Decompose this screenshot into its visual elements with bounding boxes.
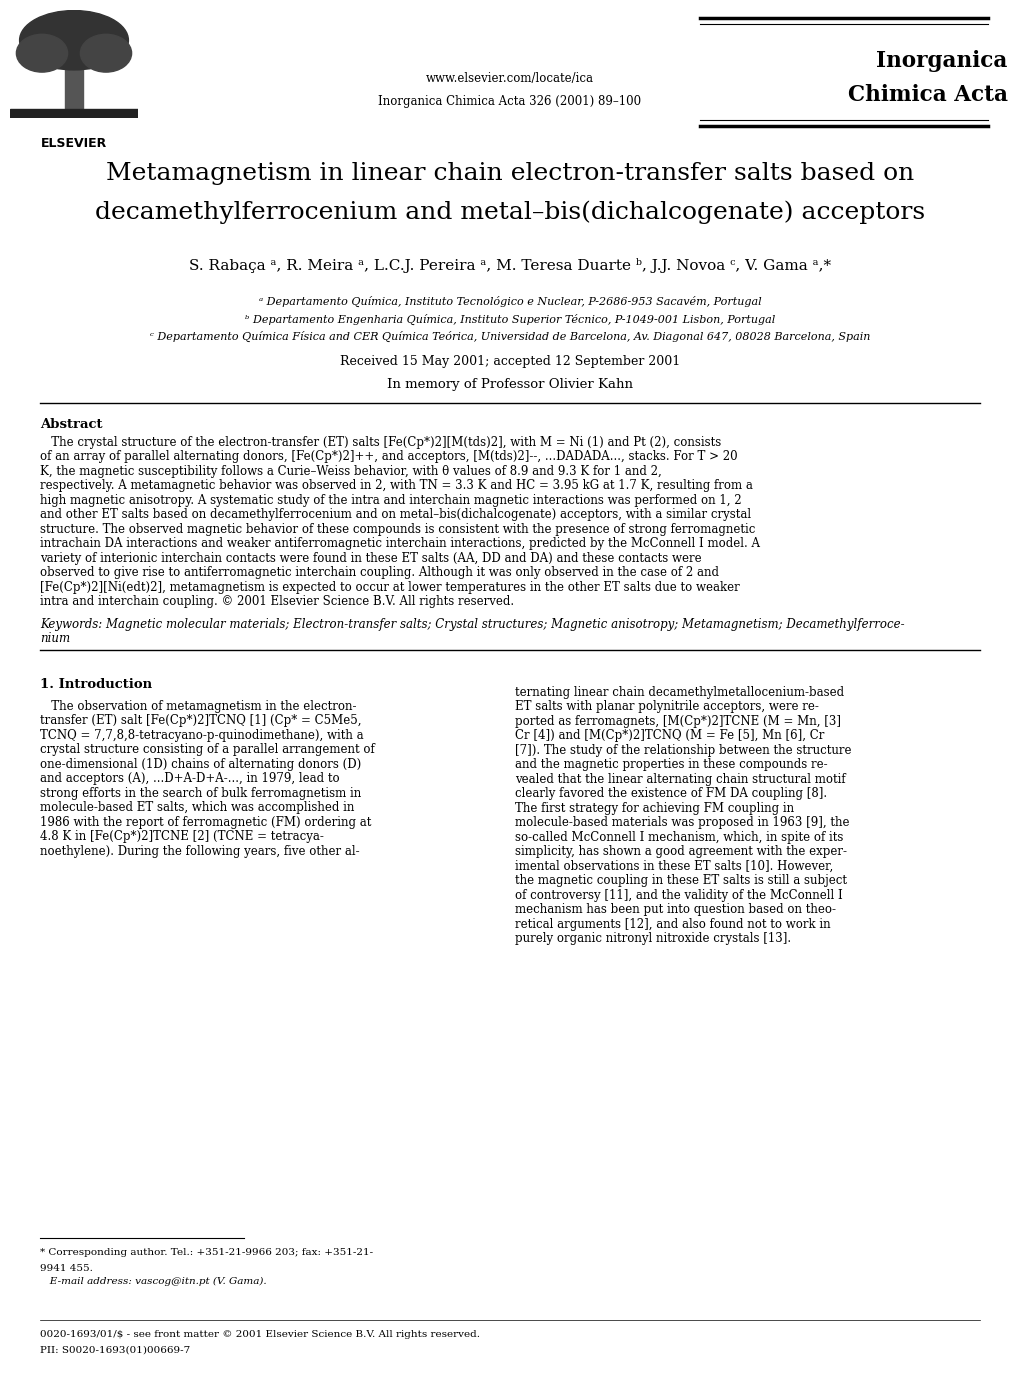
- Text: intra and interchain coupling. © 2001 Elsevier Science B.V. All rights reserved.: intra and interchain coupling. © 2001 El…: [40, 596, 514, 608]
- Text: The crystal structure of the electron-transfer (ET) salts [Fe(Cp*)2][M(tds)2], w: The crystal structure of the electron-tr…: [40, 436, 720, 449]
- Text: noethylene). During the following years, five other al-: noethylene). During the following years,…: [40, 845, 359, 858]
- Bar: [65, 69, 83, 118]
- Text: ET salts with planar polynitrile acceptors, were re-: ET salts with planar polynitrile accepto…: [515, 700, 818, 714]
- Text: molecule-based ET salts, which was accomplished in: molecule-based ET salts, which was accom…: [40, 801, 354, 814]
- Text: * Corresponding author. Tel.: +351-21-9966 203; fax: +351-21-: * Corresponding author. Tel.: +351-21-99…: [40, 1247, 373, 1257]
- Text: purely organic nitronyl nitroxide crystals [13].: purely organic nitronyl nitroxide crysta…: [515, 932, 791, 946]
- Text: In memory of Professor Olivier Kahn: In memory of Professor Olivier Kahn: [386, 378, 633, 390]
- Text: imental observations in these ET salts [10]. However,: imental observations in these ET salts […: [515, 860, 833, 874]
- Text: 4.8 K in [Fe(Cp*)2]TCNE [2] (TCNE = tetracya-: 4.8 K in [Fe(Cp*)2]TCNE [2] (TCNE = tetr…: [40, 831, 323, 843]
- Text: observed to give rise to antiferromagnetic interchain coupling. Although it was : observed to give rise to antiferromagnet…: [40, 567, 718, 579]
- Ellipse shape: [81, 35, 131, 72]
- Ellipse shape: [16, 35, 67, 72]
- Text: so-called McConnell I mechanism, which, in spite of its: so-called McConnell I mechanism, which, …: [515, 831, 843, 845]
- Text: ternating linear chain decamethylmetallocenium-based: ternating linear chain decamethylmetallo…: [515, 686, 844, 699]
- Text: simplicity, has shown a good agreement with the exper-: simplicity, has shown a good agreement w…: [515, 846, 846, 858]
- Text: molecule-based materials was proposed in 1963 [9], the: molecule-based materials was proposed in…: [515, 817, 849, 829]
- Text: [Fe(Cp*)2][Ni(edt)2], metamagnetism is expected to occur at lower temperatures i: [Fe(Cp*)2][Ni(edt)2], metamagnetism is e…: [40, 581, 739, 594]
- Text: E-mail address: vascog@itn.pt (V. Gama).: E-mail address: vascog@itn.pt (V. Gama).: [40, 1276, 266, 1286]
- Text: mechanism has been put into question based on theo-: mechanism has been put into question bas…: [515, 903, 836, 917]
- Text: Metamagnetism in linear chain electron-transfer salts based on: Metamagnetism in linear chain electron-t…: [106, 163, 913, 185]
- Text: TCNQ = 7,7,8,8-tetracyano-p-quinodimethane), with a: TCNQ = 7,7,8,8-tetracyano-p-quinodimetha…: [40, 729, 363, 742]
- Ellipse shape: [19, 11, 128, 69]
- Text: high magnetic anisotropy. A systematic study of the intra and interchain magneti: high magnetic anisotropy. A systematic s…: [40, 494, 741, 507]
- Text: respectively. A metamagnetic behavior was observed in 2, with TN = 3.3 K and HC : respectively. A metamagnetic behavior wa…: [40, 479, 752, 493]
- Text: one-dimensional (1D) chains of alternating donors (D): one-dimensional (1D) chains of alternati…: [40, 758, 361, 771]
- Text: The first strategy for achieving FM coupling in: The first strategy for achieving FM coup…: [515, 801, 794, 815]
- Text: S. Rabaça ᵃ, R. Meira ᵃ, L.C.J. Pereira ᵃ, M. Teresa Duarte ᵇ, J.J. Novoa ᶜ, V. : S. Rabaça ᵃ, R. Meira ᵃ, L.C.J. Pereira …: [189, 258, 830, 274]
- Text: 1986 with the report of ferromagnetic (FM) ordering at: 1986 with the report of ferromagnetic (F…: [40, 815, 371, 829]
- Bar: [10, 110, 138, 118]
- Text: Chimica Acta: Chimica Acta: [847, 83, 1007, 106]
- Text: 9941 455.: 9941 455.: [40, 1264, 93, 1272]
- Text: variety of interionic interchain contacts were found in these ET salts (AA, DD a: variety of interionic interchain contact…: [40, 551, 701, 565]
- Text: of an array of parallel alternating donors, [Fe(Cp*)2]++, and acceptors, [M(tds): of an array of parallel alternating dono…: [40, 450, 737, 464]
- Text: and other ET salts based on decamethylferrocenium and on metal–bis(dichalcogenat: and other ET salts based on decamethylfe…: [40, 508, 750, 521]
- Text: Cr [4]) and [M(Cp*)2]TCNQ (M = Fe [5], Mn [6], Cr: Cr [4]) and [M(Cp*)2]TCNQ (M = Fe [5], M…: [515, 729, 823, 743]
- Text: and acceptors (A), ...D+A-D+A-..., in 1979, lead to: and acceptors (A), ...D+A-D+A-..., in 19…: [40, 772, 339, 786]
- Text: Inorganica: Inorganica: [875, 50, 1007, 72]
- Text: Keywords: Magnetic molecular materials; Electron-transfer salts; Crystal structu: Keywords: Magnetic molecular materials; …: [40, 618, 904, 631]
- Text: 0020-1693/01/$ - see front matter © 2001 Elsevier Science B.V. All rights reserv: 0020-1693/01/$ - see front matter © 2001…: [40, 1331, 479, 1339]
- Text: K, the magnetic susceptibility follows a Curie–Weiss behavior, with θ values of : K, the magnetic susceptibility follows a…: [40, 465, 661, 478]
- Text: [7]). The study of the relationship between the structure: [7]). The study of the relationship betw…: [515, 745, 851, 757]
- Text: of controversy [11], and the validity of the McConnell I: of controversy [11], and the validity of…: [515, 889, 842, 901]
- Text: transfer (ET) salt [Fe(Cp*)2]TCNQ [1] (Cp* = C5Me5,: transfer (ET) salt [Fe(Cp*)2]TCNQ [1] (C…: [40, 714, 361, 728]
- Text: vealed that the linear alternating chain structural motif: vealed that the linear alternating chain…: [515, 774, 845, 786]
- Text: ELSEVIER: ELSEVIER: [41, 138, 107, 150]
- Text: ported as ferromagnets, [M(Cp*)2]TCNE (M = Mn, [3]: ported as ferromagnets, [M(Cp*)2]TCNE (M…: [515, 715, 841, 728]
- Text: Inorganica Chimica Acta 326 (2001) 89–100: Inorganica Chimica Acta 326 (2001) 89–10…: [378, 94, 641, 108]
- Text: structure. The observed magnetic behavior of these compounds is consistent with : structure. The observed magnetic behavio…: [40, 524, 754, 536]
- Text: ᶜ Departamento Química Física and CER Química Teórica, Universidad de Barcelona,: ᶜ Departamento Química Física and CER Qu…: [150, 331, 869, 342]
- Text: the magnetic coupling in these ET salts is still a subject: the magnetic coupling in these ET salts …: [515, 875, 846, 888]
- Text: intrachain DA interactions and weaker antiferromagnetic interchain interactions,: intrachain DA interactions and weaker an…: [40, 538, 759, 550]
- Text: The observation of metamagnetism in the electron-: The observation of metamagnetism in the …: [40, 700, 356, 713]
- Text: decamethylferrocenium and metal–bis(dichalcogenate) acceptors: decamethylferrocenium and metal–bis(dich…: [95, 200, 924, 224]
- Text: ᵃ Departamento Química, Instituto Tecnológico e Nuclear, P-2686-953 Sacavém, Por: ᵃ Departamento Química, Instituto Tecnol…: [259, 296, 760, 307]
- Text: 1. Introduction: 1. Introduction: [40, 678, 152, 690]
- Text: clearly favored the existence of FM DA coupling [8].: clearly favored the existence of FM DA c…: [515, 788, 826, 800]
- Text: crystal structure consisting of a parallel arrangement of: crystal structure consisting of a parall…: [40, 743, 374, 757]
- Text: retical arguments [12], and also found not to work in: retical arguments [12], and also found n…: [515, 918, 829, 931]
- Text: nium: nium: [40, 632, 70, 644]
- Text: PII: S0020-1693(01)00669-7: PII: S0020-1693(01)00669-7: [40, 1346, 190, 1356]
- Text: Received 15 May 2001; accepted 12 September 2001: Received 15 May 2001; accepted 12 Septem…: [339, 356, 680, 368]
- Text: strong efforts in the search of bulk ferromagnetism in: strong efforts in the search of bulk fer…: [40, 788, 361, 800]
- Text: www.elsevier.com/locate/ica: www.elsevier.com/locate/ica: [426, 72, 593, 85]
- Text: and the magnetic properties in these compounds re-: and the magnetic properties in these com…: [515, 758, 826, 771]
- Text: ᵇ Departamento Engenharia Química, Instituto Superior Técnico, P-1049-001 Lisbon: ᵇ Departamento Engenharia Química, Insti…: [245, 314, 774, 325]
- Text: Abstract: Abstract: [40, 418, 102, 431]
